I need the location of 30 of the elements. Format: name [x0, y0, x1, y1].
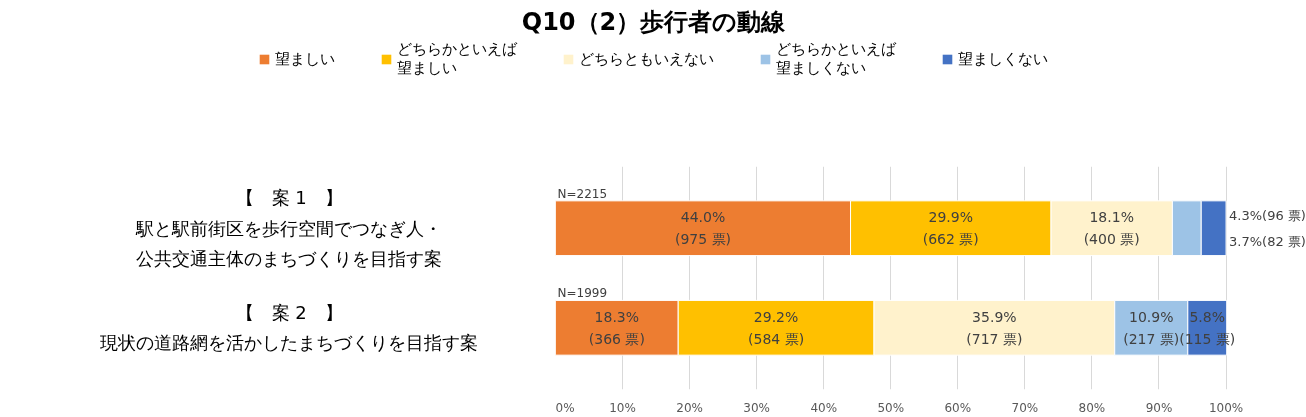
data-label: 18.1% (400 票)	[1083, 209, 1140, 248]
data-label: 4.3%(96 票)	[1229, 207, 1306, 223]
data-label: 3.7%(82 票)	[1229, 233, 1306, 249]
x-tick-label: 100%	[1208, 400, 1244, 415]
legend-label: 望ましくない	[958, 49, 1048, 69]
x-tick-label: 30%	[743, 400, 770, 415]
legend-label: どちらかといえば望ましい	[397, 40, 517, 78]
x-tick-label: 60%	[944, 400, 972, 415]
x-tick-label: 80%	[1078, 400, 1106, 415]
y-tick-label: 【 案 2 】現状の道路網を活かしたまちづくりを目指す案	[100, 302, 479, 354]
data-label: 10.9% (217 票)	[1123, 308, 1180, 347]
x-tick-label: 0%	[555, 400, 575, 415]
x-tick-label: 50%	[877, 400, 905, 415]
y-tick-label: 【 案 1 】駅と駅前街区を歩行空間でつなぎ人・公共交通主体のまちづくりを目指す案	[135, 187, 443, 270]
annotation: N=1999	[557, 286, 608, 301]
data-label: 29.2% (584 票)	[748, 308, 805, 347]
x-tick-label: 40%	[810, 400, 838, 415]
x-tick-label: 20%	[676, 400, 703, 415]
chart-title: Q10（2）歩行者の動線	[521, 7, 787, 36]
data-label: 18.3% (366 票)	[588, 308, 645, 347]
legend-label: どちらかといえば望ましくない	[776, 40, 896, 78]
data-label: 44.0% (975 票)	[674, 209, 732, 248]
legend-label: どちらともいえない	[579, 49, 714, 69]
annotation: N=2215	[557, 186, 608, 201]
x-tick-label: 70%	[1011, 400, 1039, 415]
data-label: 29.9% (662 票)	[922, 209, 979, 248]
data-label: 35.9% (717 票)	[966, 308, 1023, 347]
x-tick-label: 90%	[1145, 400, 1173, 415]
legend-label: 望ましい	[275, 49, 335, 69]
x-tick-label: 10%	[609, 400, 636, 415]
